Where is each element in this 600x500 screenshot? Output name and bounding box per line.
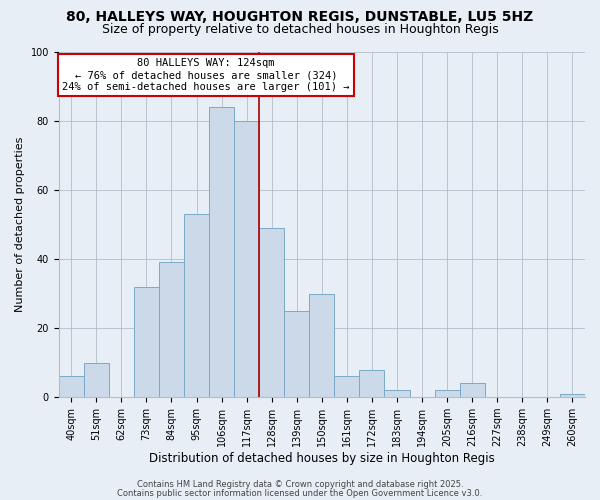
Bar: [134, 286, 159, 397]
Y-axis label: Number of detached properties: Number of detached properties: [15, 136, 25, 312]
Text: Contains HM Land Registry data © Crown copyright and database right 2025.: Contains HM Land Registry data © Crown c…: [137, 480, 463, 489]
Bar: [434, 390, 460, 397]
Bar: [159, 262, 184, 397]
Bar: [259, 228, 284, 397]
Text: 80, HALLEYS WAY, HOUGHTON REGIS, DUNSTABLE, LU5 5HZ: 80, HALLEYS WAY, HOUGHTON REGIS, DUNSTAB…: [67, 10, 533, 24]
Bar: [234, 120, 259, 397]
Bar: [284, 311, 309, 397]
Text: 80 HALLEYS WAY: 124sqm
← 76% of detached houses are smaller (324)
24% of semi-de: 80 HALLEYS WAY: 124sqm ← 76% of detached…: [62, 58, 350, 92]
Bar: [184, 214, 209, 397]
Text: Size of property relative to detached houses in Houghton Regis: Size of property relative to detached ho…: [101, 22, 499, 36]
Bar: [385, 390, 410, 397]
Bar: [59, 376, 84, 397]
Bar: [359, 370, 385, 397]
Text: Contains public sector information licensed under the Open Government Licence v3: Contains public sector information licen…: [118, 488, 482, 498]
Bar: [334, 376, 359, 397]
Bar: [460, 384, 485, 397]
Bar: [309, 294, 334, 397]
Bar: [209, 107, 234, 397]
X-axis label: Distribution of detached houses by size in Houghton Regis: Distribution of detached houses by size …: [149, 452, 495, 465]
Bar: [84, 362, 109, 397]
Bar: [560, 394, 585, 397]
